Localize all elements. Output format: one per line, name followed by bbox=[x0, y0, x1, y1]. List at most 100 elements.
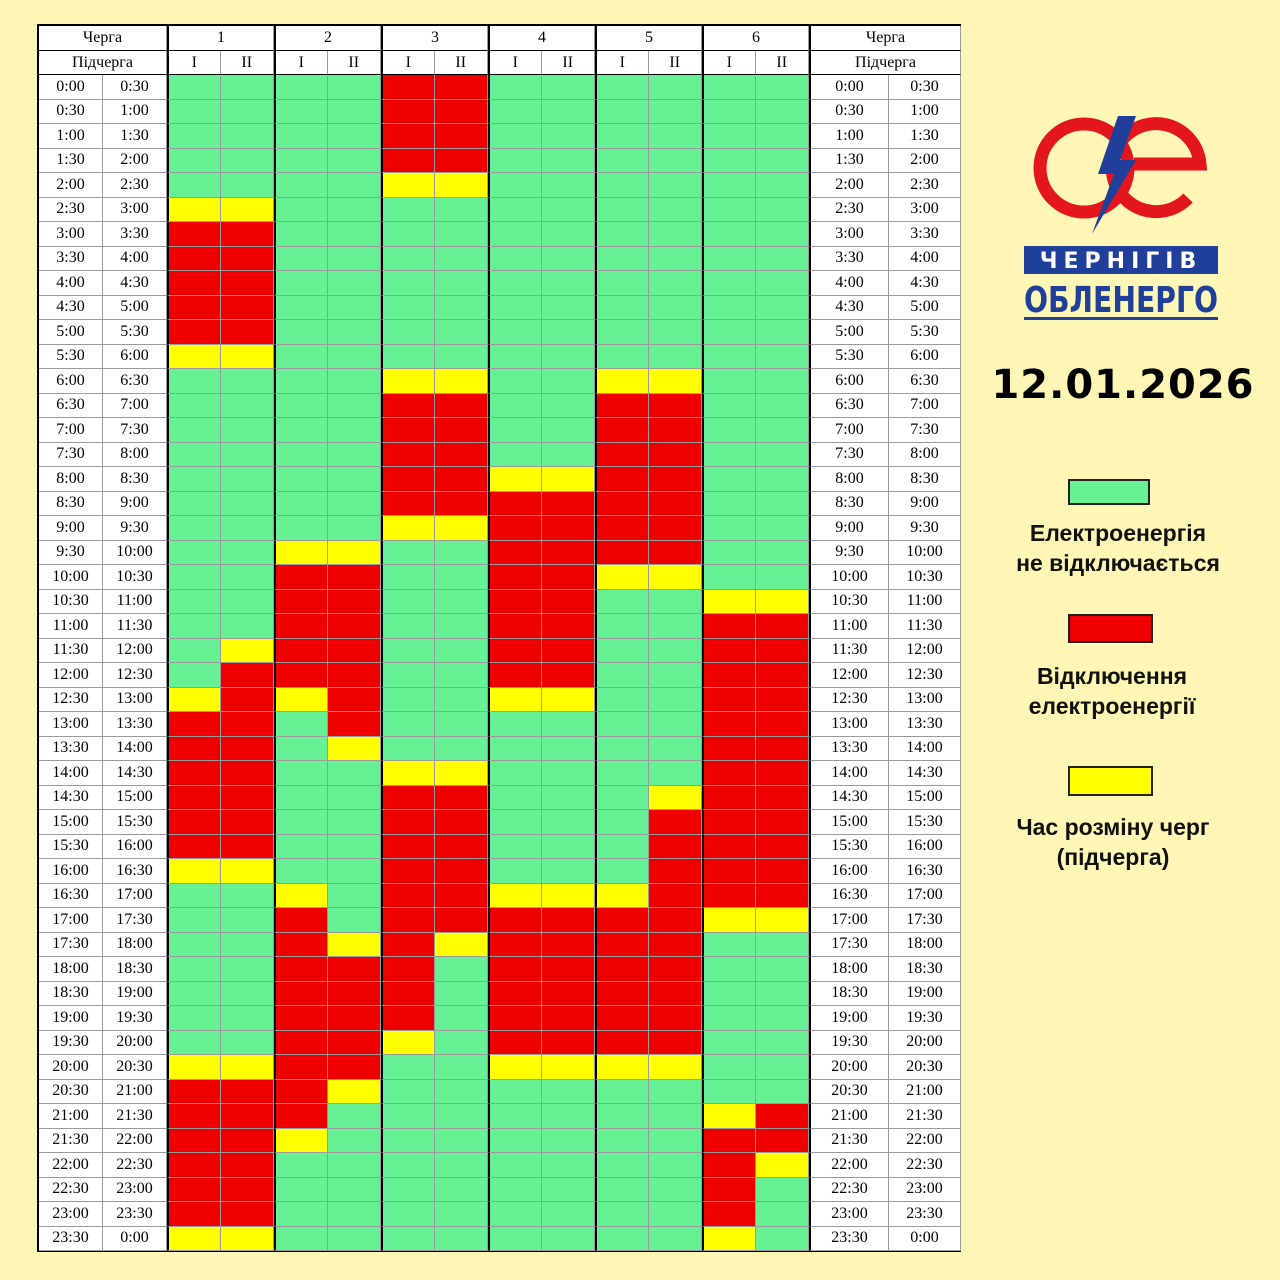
schedule-cell bbox=[595, 320, 649, 345]
schedule-cell bbox=[274, 981, 328, 1006]
schedule-cell bbox=[648, 589, 702, 614]
schedule-cell bbox=[381, 540, 435, 565]
schedule-cell bbox=[702, 124, 756, 149]
time-end: 20:30 bbox=[889, 1055, 961, 1080]
schedule-cell bbox=[274, 222, 328, 247]
schedule-cell bbox=[648, 491, 702, 516]
schedule-cell bbox=[327, 663, 381, 688]
schedule-cell bbox=[167, 1128, 221, 1153]
logo-line1: ЧЕРНІГІВ bbox=[1040, 249, 1203, 274]
schedule-cell bbox=[434, 932, 488, 957]
schedule-cell bbox=[220, 197, 274, 222]
schedule-cell bbox=[595, 883, 649, 908]
schedule-cell bbox=[648, 467, 702, 492]
schedule-cell bbox=[434, 589, 488, 614]
schedule-cell bbox=[595, 1006, 649, 1031]
schedule-cell bbox=[541, 1128, 595, 1153]
schedule-cell bbox=[381, 1177, 435, 1202]
time-start: 0:00 bbox=[39, 75, 103, 100]
subqueue-header-3-1: I bbox=[381, 51, 435, 75]
schedule-cell bbox=[541, 663, 595, 688]
time-start: 14:00 bbox=[809, 761, 889, 786]
schedule-cell bbox=[220, 614, 274, 639]
schedule-cell bbox=[327, 1006, 381, 1031]
schedule-cell bbox=[755, 1177, 809, 1202]
time-end: 9:00 bbox=[103, 491, 167, 516]
schedule-cell bbox=[220, 1006, 274, 1031]
schedule-cell bbox=[702, 1128, 756, 1153]
schedule-cell bbox=[327, 442, 381, 467]
schedule-cell bbox=[755, 393, 809, 418]
schedule-cell bbox=[327, 932, 381, 957]
schedule-cell bbox=[488, 124, 542, 149]
schedule-cell bbox=[274, 932, 328, 957]
schedule-cell bbox=[434, 736, 488, 761]
time-end: 6:30 bbox=[103, 369, 167, 394]
time-end: 20:30 bbox=[103, 1055, 167, 1080]
schedule-cell bbox=[541, 516, 595, 541]
schedule-cell bbox=[595, 1104, 649, 1129]
schedule-cell bbox=[541, 540, 595, 565]
schedule-cell bbox=[702, 1226, 756, 1251]
subqueue-header-left: Підчерга bbox=[39, 51, 167, 75]
schedule-cell bbox=[541, 736, 595, 761]
time-end: 21:00 bbox=[103, 1079, 167, 1104]
time-start: 17:00 bbox=[39, 908, 103, 933]
time-end: 11:30 bbox=[889, 614, 961, 639]
schedule-cell bbox=[274, 148, 328, 173]
schedule-cell bbox=[167, 222, 221, 247]
schedule-cell bbox=[434, 369, 488, 394]
time-start: 10:30 bbox=[39, 589, 103, 614]
schedule-cell bbox=[488, 320, 542, 345]
time-end: 22:00 bbox=[889, 1128, 961, 1153]
schedule-cell bbox=[755, 148, 809, 173]
schedule-cell bbox=[595, 589, 649, 614]
schedule-cell bbox=[381, 1153, 435, 1178]
schedule-cell bbox=[381, 932, 435, 957]
schedule-cell bbox=[167, 1055, 221, 1080]
schedule-cell bbox=[220, 148, 274, 173]
schedule-cell bbox=[381, 1079, 435, 1104]
schedule-cell bbox=[327, 981, 381, 1006]
schedule-cell bbox=[755, 271, 809, 296]
schedule-cell bbox=[327, 565, 381, 590]
schedule-cell bbox=[488, 834, 542, 859]
schedule-cell bbox=[220, 565, 274, 590]
schedule-cell bbox=[702, 197, 756, 222]
schedule-cell bbox=[595, 369, 649, 394]
time-end: 12:30 bbox=[889, 663, 961, 688]
time-end: 10:00 bbox=[103, 540, 167, 565]
schedule-cell bbox=[220, 712, 274, 737]
schedule-cell bbox=[702, 1079, 756, 1104]
schedule-cell bbox=[488, 1153, 542, 1178]
schedule-cell bbox=[381, 638, 435, 663]
schedule-cell bbox=[327, 834, 381, 859]
schedule-cell bbox=[595, 1226, 649, 1251]
schedule-cell bbox=[702, 981, 756, 1006]
schedule-cell bbox=[702, 761, 756, 786]
schedule-cell bbox=[755, 124, 809, 149]
schedule-cell bbox=[541, 222, 595, 247]
subqueue-header-2-2: II bbox=[327, 51, 381, 75]
schedule-cell bbox=[327, 1079, 381, 1104]
time-end: 8:00 bbox=[889, 442, 961, 467]
time-start: 8:00 bbox=[39, 467, 103, 492]
schedule-cell bbox=[648, 1055, 702, 1080]
schedule-cell bbox=[702, 1055, 756, 1080]
time-end: 21:30 bbox=[889, 1104, 961, 1129]
schedule-cell bbox=[274, 1030, 328, 1055]
time-end: 19:00 bbox=[889, 981, 961, 1006]
schedule-cell bbox=[274, 99, 328, 124]
schedule-cell bbox=[541, 1226, 595, 1251]
schedule-cell bbox=[434, 957, 488, 982]
time-start: 23:30 bbox=[39, 1226, 103, 1251]
schedule-cell bbox=[381, 295, 435, 320]
schedule-cell bbox=[274, 565, 328, 590]
schedule-cell bbox=[488, 883, 542, 908]
schedule-cell bbox=[220, 1153, 274, 1178]
schedule-cell bbox=[167, 834, 221, 859]
schedule-cell bbox=[702, 932, 756, 957]
schedule-cell bbox=[648, 344, 702, 369]
time-start: 16:00 bbox=[809, 859, 889, 884]
schedule-cell bbox=[327, 516, 381, 541]
